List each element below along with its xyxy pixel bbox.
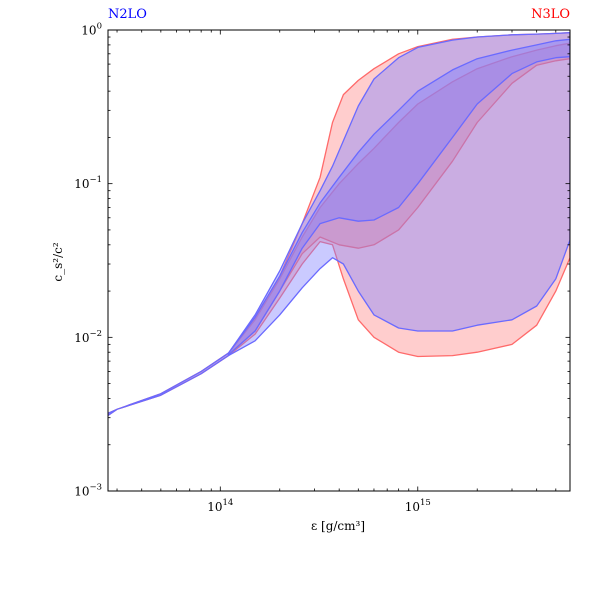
y-tick-label: 10−1 bbox=[74, 175, 102, 191]
corner-label-right: N3LO bbox=[531, 7, 570, 22]
y-tick-label: 100 bbox=[81, 22, 102, 38]
y-axis-label: c_s²/c² bbox=[51, 242, 65, 281]
n2lo-outer-band bbox=[108, 32, 570, 417]
y-tick-label: 10−3 bbox=[74, 483, 102, 499]
bands-layer bbox=[108, 32, 570, 417]
corner-label-left: N2LO bbox=[108, 7, 147, 22]
x-tick-label: 1014 bbox=[207, 498, 233, 514]
y-tick-label: 10−2 bbox=[74, 329, 102, 345]
n3lo-inner-band bbox=[227, 42, 570, 356]
ticks-layer: 1014 1015 10−3 10−2 10−1 100 bbox=[74, 22, 570, 514]
x-axis-label: ε [g/cm³] bbox=[311, 519, 365, 533]
n2lo-inner-band bbox=[227, 38, 570, 356]
x-tick-label: 1015 bbox=[405, 498, 431, 514]
